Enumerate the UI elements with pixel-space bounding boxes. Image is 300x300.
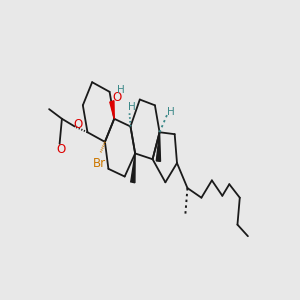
- Text: H: H: [117, 85, 125, 95]
- Polygon shape: [110, 101, 114, 119]
- Text: H: H: [128, 102, 136, 112]
- Text: O: O: [112, 91, 121, 104]
- Polygon shape: [131, 153, 135, 183]
- Text: O: O: [73, 118, 82, 131]
- Text: O: O: [56, 143, 65, 156]
- Text: H: H: [167, 107, 175, 117]
- Text: Br: Br: [92, 157, 106, 169]
- Polygon shape: [156, 132, 161, 161]
